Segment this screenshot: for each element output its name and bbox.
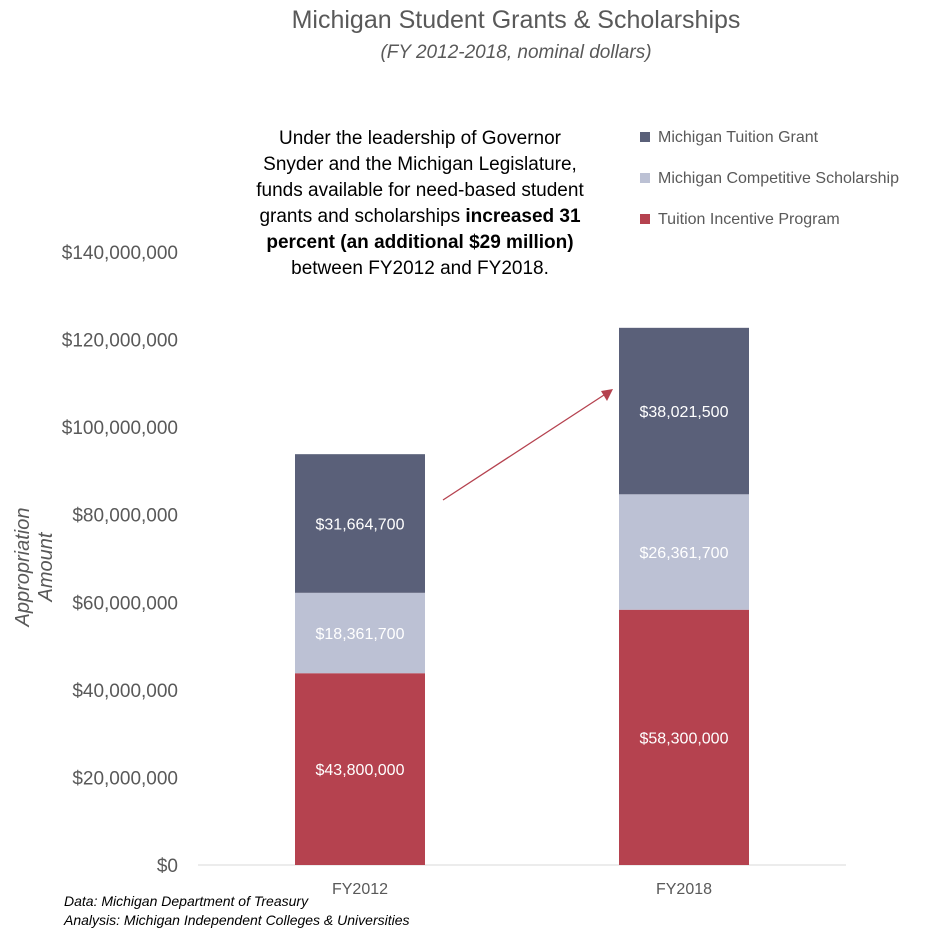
data-label: $26,361,700 <box>640 545 729 562</box>
legend-item: Tuition Incentive Program <box>640 208 930 231</box>
chart-subtitle: (FY 2012-2018, nominal dollars) <box>380 42 652 63</box>
data-label: $38,021,500 <box>640 404 729 421</box>
y-tick-label: $140,000,000 <box>62 243 178 264</box>
chart-title: Michigan Student Grants & Scholarships <box>291 6 741 34</box>
chart-annotation: Under the leadership of Governor Snyder … <box>250 126 590 282</box>
chart-legend: Michigan Tuition Grant Michigan Competiti… <box>640 126 930 231</box>
legend-swatch <box>640 173 650 183</box>
analysis-text: Analysis: Michigan Independent Colleges … <box>64 912 410 928</box>
bar-segment <box>295 592 425 674</box>
x-tick-label: FY2012 <box>332 881 388 898</box>
annotation-bold-text: increased 31 percent (an additional $29 … <box>266 206 581 253</box>
y-tick-label: $80,000,000 <box>72 506 178 527</box>
annotation-text: Under the leadership of Governor Snyder … <box>256 128 584 227</box>
y-tick-label: $60,000,000 <box>72 593 178 614</box>
growth-arrow <box>442 394 605 501</box>
data-label: $58,300,000 <box>640 730 729 747</box>
legend-item: Michigan Tuition Grant <box>640 126 930 149</box>
source-note: Data: Michigan Department of Treasury An… <box>64 892 410 930</box>
data-label: $18,361,700 <box>316 626 405 643</box>
bar-segment <box>295 454 425 593</box>
data-label: $43,800,000 <box>316 762 405 779</box>
data-source-text: Data: Michigan Department of Treasury <box>64 893 309 909</box>
growth-arrow-head <box>601 389 613 401</box>
legend-item: Michigan Competitive Scholarship <box>640 167 930 190</box>
bar-segment <box>619 494 749 610</box>
data-label: $31,664,700 <box>316 516 405 533</box>
legend-label: Tuition Incentive Program <box>658 211 840 228</box>
legend-label: Michigan Competitive Scholarship <box>658 170 899 187</box>
legend-swatch <box>640 132 650 142</box>
legend-label: Michigan Tuition Grant <box>658 129 819 146</box>
y-tick-label: $40,000,000 <box>72 681 178 702</box>
bar-segment <box>619 327 749 495</box>
y-tick-label: $100,000,000 <box>62 418 178 439</box>
annotation-text-end: between FY2012 and FY2018. <box>291 258 549 279</box>
bar-segment <box>295 673 425 865</box>
bar-segment <box>619 609 749 865</box>
legend-swatch <box>640 214 650 224</box>
y-tick-label: $120,000,000 <box>62 331 178 352</box>
y-tick-label: $20,000,000 <box>72 768 178 789</box>
x-tick-label: FY2018 <box>656 881 712 898</box>
y-tick-label: $0 <box>157 856 178 877</box>
